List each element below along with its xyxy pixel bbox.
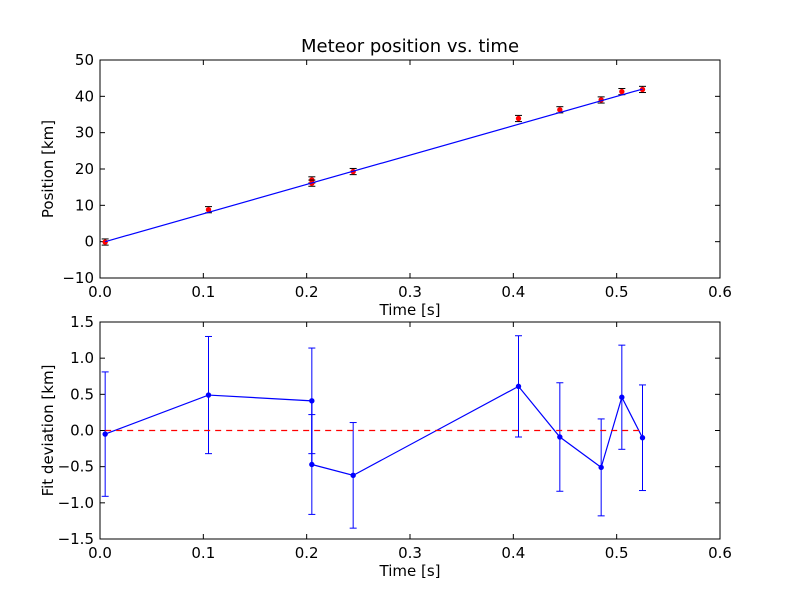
data-point <box>557 107 563 113</box>
x-tick-label: 0.2 <box>295 544 319 562</box>
data-point <box>309 398 315 404</box>
y-tick-label: 50 <box>75 51 94 69</box>
chart-title: Meteor position vs. time <box>301 36 519 57</box>
position-plot: Meteor position vs. time 0.0 0.1 0.2 0.3 0.4… <box>39 36 732 319</box>
plot-frame <box>99 59 721 279</box>
x-tick-label: 0.0 <box>88 544 112 562</box>
x-tick-label: 0.3 <box>398 283 422 301</box>
y-tick-label: −0.5 <box>58 458 94 476</box>
data-point <box>619 394 625 400</box>
y-tick-label: 0.0 <box>70 422 94 440</box>
y-tick-label: 10 <box>75 196 94 214</box>
data-point <box>205 392 212 398</box>
data-point <box>598 464 604 471</box>
y-tick-label: 0.5 <box>70 385 94 403</box>
x-tick-label: 0.4 <box>501 283 525 301</box>
data-point <box>102 431 108 437</box>
y-axis-label: Position [km] <box>39 120 57 218</box>
x-tick-label: 0.3 <box>398 544 422 562</box>
x-tick-label: 0.5 <box>605 283 629 301</box>
data-point <box>557 434 563 440</box>
plot-frame <box>99 321 721 540</box>
x-tick-label: 0.0 <box>88 283 112 301</box>
data-point <box>619 88 625 95</box>
x-tick-label: 0.2 <box>295 283 319 301</box>
x-tick-label: 0.1 <box>191 283 215 301</box>
fit-line <box>105 88 643 243</box>
data-point <box>102 239 108 245</box>
y-tick-label: 0 <box>84 233 94 251</box>
y-tick-label: 1.0 <box>70 349 94 367</box>
deviation-plot: 0.0 0.1 0.2 0.3 0.4 0.5 0.6 −1.5 −1.0 −0.5 0.0 0.5 1… <box>39 313 732 580</box>
x-tick-label: 0.4 <box>501 544 525 562</box>
data-point <box>515 115 522 122</box>
x-axis-label: Time [s] <box>379 301 441 319</box>
y-tick-label: −1.5 <box>58 530 94 548</box>
y-tick-label: −1.0 <box>58 494 94 512</box>
data-point <box>639 435 646 441</box>
x-tick-label: 0.1 <box>191 544 215 562</box>
x-tick-label: 0.6 <box>708 544 732 562</box>
x-axis-label: Time [s] <box>379 562 441 580</box>
y-tick-label: 20 <box>75 160 94 178</box>
data-point <box>515 383 522 390</box>
x-tick-label: 0.5 <box>605 544 629 562</box>
y-tick-label: 30 <box>75 124 94 142</box>
y-tick-label: −10 <box>62 269 94 287</box>
data-point <box>205 206 212 213</box>
x-tick-label: 0.6 <box>708 283 732 301</box>
y-tick-label: 40 <box>75 87 94 105</box>
y-axis-label: Fit deviation [km] <box>39 365 57 497</box>
data-point <box>309 461 315 468</box>
data-point <box>350 472 356 479</box>
y-tick-label: 1.5 <box>70 313 94 331</box>
